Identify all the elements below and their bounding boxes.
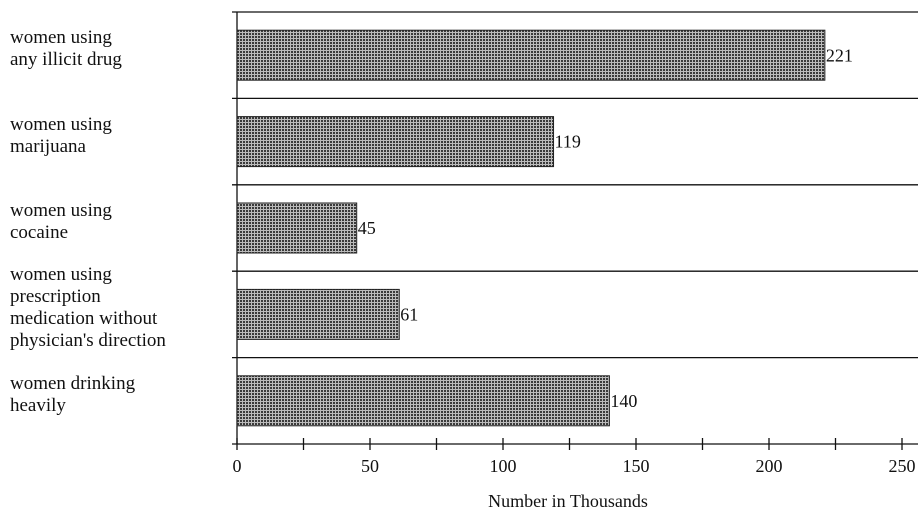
x-tick-label: 150: [623, 456, 650, 476]
value-label: 140: [610, 391, 637, 411]
bar: [236, 116, 555, 168]
value-label: 61: [400, 305, 418, 325]
value-label: 221: [826, 45, 853, 65]
category-label: women drinking heavily: [10, 372, 136, 416]
value-label: 119: [555, 132, 581, 152]
category-label: women using marijuana: [10, 113, 112, 157]
bar: [236, 375, 610, 427]
x-tick-label: 50: [361, 456, 379, 476]
value-label: 45: [358, 218, 376, 238]
x-tick-label: 250: [889, 456, 916, 476]
x-tick-label: 0: [233, 456, 242, 476]
category-label: women using cocaine: [10, 200, 112, 243]
category-label: women using any illicit drug: [10, 27, 122, 71]
bar: [236, 202, 358, 254]
x-axis-label: Number in Thousands: [488, 491, 648, 511]
category-label: women using prescription medication with…: [10, 264, 166, 352]
x-tick-label: 100: [490, 456, 517, 476]
bar: [236, 288, 400, 340]
x-tick-label: 200: [756, 456, 783, 476]
bar: [236, 29, 826, 81]
